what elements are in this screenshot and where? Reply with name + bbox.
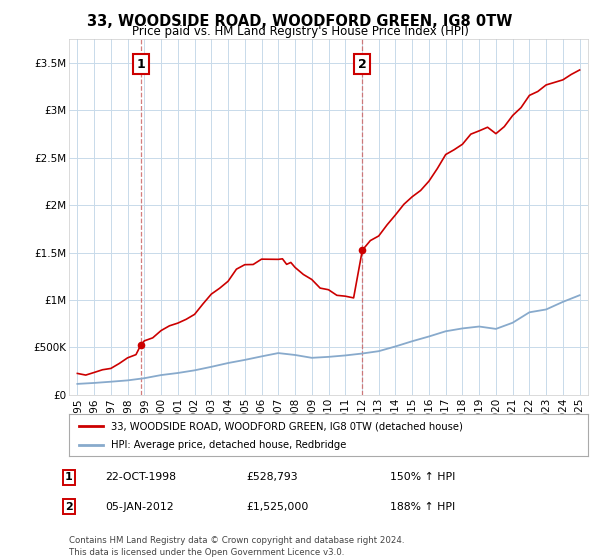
Text: 2: 2 [358, 58, 367, 71]
Text: 05-JAN-2012: 05-JAN-2012 [105, 502, 173, 512]
Text: Price paid vs. HM Land Registry's House Price Index (HPI): Price paid vs. HM Land Registry's House … [131, 25, 469, 38]
Text: 22-OCT-1998: 22-OCT-1998 [105, 472, 176, 482]
Text: 1: 1 [137, 58, 145, 71]
Text: £1,525,000: £1,525,000 [246, 502, 308, 512]
Text: 150% ↑ HPI: 150% ↑ HPI [390, 472, 455, 482]
Text: 1: 1 [65, 472, 73, 482]
Text: HPI: Average price, detached house, Redbridge: HPI: Average price, detached house, Redb… [110, 440, 346, 450]
Text: 33, WOODSIDE ROAD, WOODFORD GREEN, IG8 0TW (detached house): 33, WOODSIDE ROAD, WOODFORD GREEN, IG8 0… [110, 421, 463, 431]
Text: 188% ↑ HPI: 188% ↑ HPI [390, 502, 455, 512]
Text: £528,793: £528,793 [246, 472, 298, 482]
Text: Contains HM Land Registry data © Crown copyright and database right 2024.
This d: Contains HM Land Registry data © Crown c… [69, 536, 404, 557]
Text: 2: 2 [65, 502, 73, 512]
Text: 33, WOODSIDE ROAD, WOODFORD GREEN, IG8 0TW: 33, WOODSIDE ROAD, WOODFORD GREEN, IG8 0… [88, 14, 512, 29]
